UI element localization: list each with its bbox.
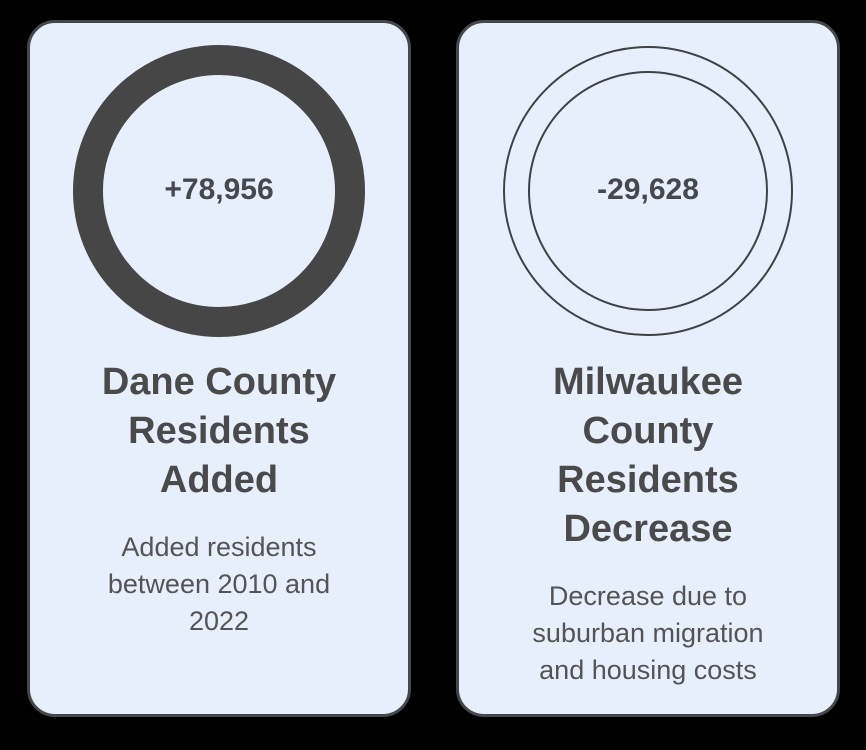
stat-circle-area: -29,628 <box>502 45 794 337</box>
card-subtitle: Decrease due to suburban migration and h… <box>532 581 764 685</box>
stat-value: -29,628 <box>597 172 699 206</box>
stat-card-dane-county: +78,956 Dane County Residents Added Adde… <box>27 20 411 717</box>
inner-circle-icon <box>528 71 768 311</box>
stat-value: +78,956 <box>164 172 274 206</box>
stat-card-milwaukee-county: -29,628 Milwaukee County Residents Decre… <box>456 20 840 717</box>
card-title: Dane County Residents Added <box>101 361 337 501</box>
stat-circle-area: +78,956 <box>73 45 365 337</box>
card-title: Milwaukee County Residents Decrease <box>552 361 744 550</box>
card-subtitle: Added residents between 2010 and 2022 <box>107 532 331 636</box>
double-outline-circle-icon <box>503 46 793 336</box>
